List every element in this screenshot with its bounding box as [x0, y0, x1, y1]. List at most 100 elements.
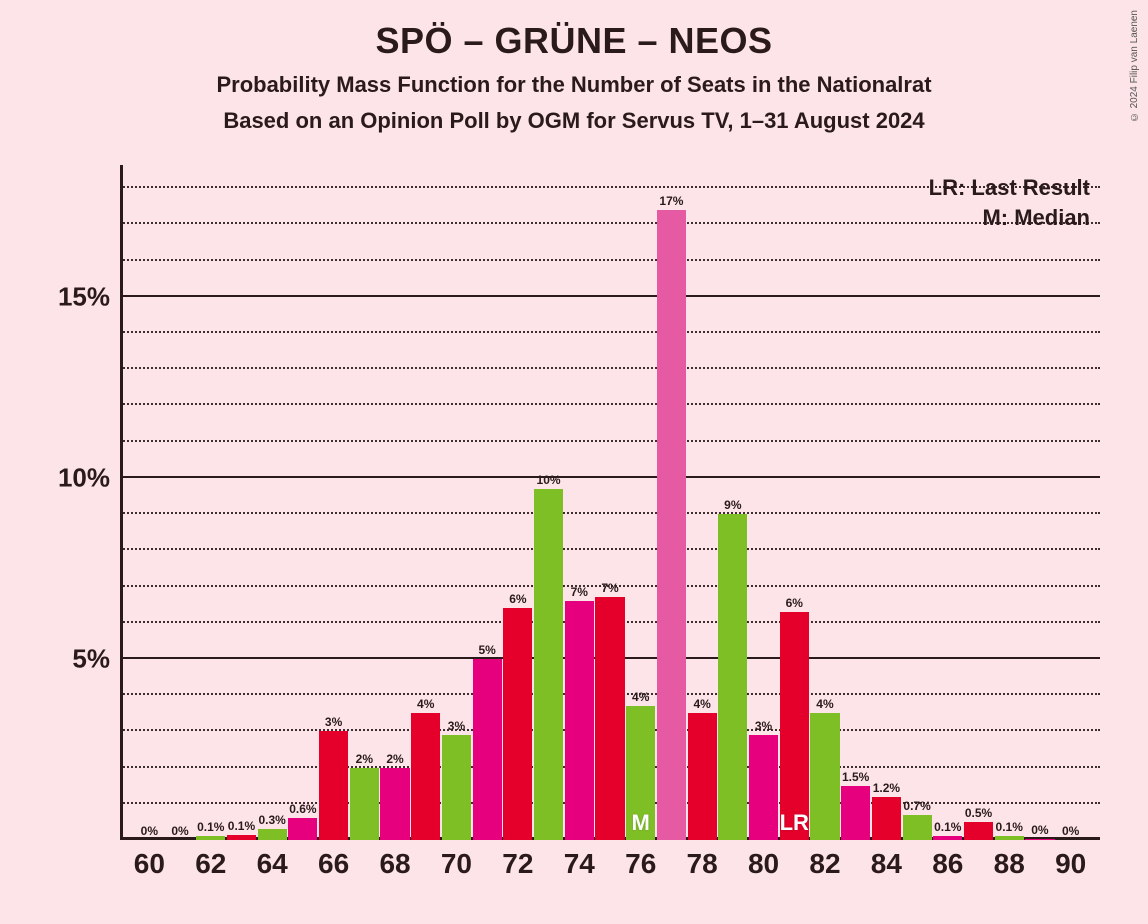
bar: 2%: [380, 768, 409, 840]
gridline-minor: [120, 367, 1100, 369]
gridline-major: [120, 295, 1100, 297]
bar: 1.5%: [841, 786, 870, 840]
bar: 0.3%: [258, 829, 287, 840]
bar-value-label: 7%: [601, 581, 618, 597]
bar: 0.6%: [288, 818, 317, 840]
bar-value-label: 0%: [171, 824, 188, 840]
legend-median: M: Median: [929, 205, 1090, 231]
gridline-minor: [120, 512, 1100, 514]
bar-value-label: 4%: [816, 697, 833, 713]
last-result-marker: LR: [780, 810, 809, 836]
x-axis-tick-label: 72: [502, 840, 533, 880]
bar: 0.1%: [227, 835, 256, 840]
x-axis-tick-label: 76: [625, 840, 656, 880]
bar-value-label: 0.3%: [258, 813, 285, 829]
bar: 0.5%: [964, 822, 993, 840]
bar: 0%: [1025, 839, 1054, 840]
bar-value-label: 0.5%: [965, 806, 992, 822]
bar-value-label: 0%: [1062, 824, 1079, 840]
bar-value-label: 5%: [478, 643, 495, 659]
bar: 3%: [442, 735, 471, 840]
bar-value-label: 1.5%: [842, 770, 869, 786]
bar-value-label: 10%: [537, 473, 561, 489]
x-axis-tick-label: 78: [687, 840, 718, 880]
x-axis-tick-label: 64: [257, 840, 288, 880]
x-axis-tick-label: 60: [134, 840, 165, 880]
gridline-minor: [120, 331, 1100, 333]
x-axis-tick-label: 62: [195, 840, 226, 880]
bar-value-label: 3%: [755, 719, 772, 735]
bar: 0.1%: [933, 836, 962, 840]
bar-value-label: 0%: [1031, 823, 1048, 839]
bar-value-label: 0.6%: [289, 802, 316, 818]
x-axis-tick-label: 90: [1055, 840, 1086, 880]
bar-value-label: 6%: [786, 596, 803, 612]
chart-subtitle-1: Probability Mass Function for the Number…: [0, 72, 1148, 98]
bar: 10%: [534, 489, 563, 840]
bar-value-label: 2%: [386, 752, 403, 768]
bar: 9%: [718, 514, 747, 840]
bar: 17%: [657, 210, 686, 840]
bar: 7%: [595, 597, 624, 840]
bar: 0.7%: [903, 815, 932, 840]
bar: 4%: [810, 713, 839, 840]
x-axis-tick-label: 70: [441, 840, 472, 880]
pmf-bar-chart: LR: Last Result M: Median 5%10%15%606264…: [120, 170, 1100, 840]
chart-title: SPÖ – GRÜNE – NEOS: [0, 20, 1148, 62]
gridline-minor: [120, 548, 1100, 550]
bar: 6%LR: [780, 612, 809, 840]
x-axis-tick-label: 84: [871, 840, 902, 880]
bar-value-label: 4%: [632, 690, 649, 706]
bar: 3%: [319, 731, 348, 840]
x-axis-tick-label: 68: [379, 840, 410, 880]
x-axis-tick-label: 66: [318, 840, 349, 880]
bar: 7%: [565, 601, 594, 840]
bar-value-label: 4%: [417, 697, 434, 713]
bar-value-label: 3%: [448, 719, 465, 735]
x-axis-tick-label: 88: [994, 840, 1025, 880]
y-axis-line: [120, 165, 123, 840]
bar-value-label: 7%: [571, 585, 588, 601]
copyright-text: © 2024 Filip van Laenen: [1129, 10, 1140, 122]
gridline-major: [120, 476, 1100, 478]
gridline-minor: [120, 186, 1100, 188]
bar: 6%: [503, 608, 532, 840]
y-axis-tick-label: 10%: [58, 462, 120, 493]
median-marker: M: [632, 810, 650, 836]
bar: 0.1%: [995, 836, 1024, 840]
bar: 0.1%: [196, 836, 225, 840]
x-axis-tick-label: 74: [564, 840, 595, 880]
bar-value-label: 0%: [141, 824, 158, 840]
bar: 5%: [473, 659, 502, 840]
bar-value-label: 0.1%: [934, 820, 961, 836]
x-axis-tick-label: 82: [809, 840, 840, 880]
y-axis-tick-label: 15%: [58, 281, 120, 312]
bar: 4%: [411, 713, 440, 840]
bar-value-label: 0.1%: [197, 820, 224, 836]
bar: 4%M: [626, 706, 655, 840]
bar-value-label: 17%: [659, 194, 683, 210]
bar: 2%: [350, 768, 379, 840]
bar-value-label: 9%: [724, 498, 741, 514]
legend: LR: Last Result M: Median: [929, 175, 1090, 235]
bar-value-label: 0.1%: [996, 820, 1023, 836]
bar-value-label: 1.2%: [873, 781, 900, 797]
bar: 3%: [749, 735, 778, 840]
bar-value-label: 4%: [693, 697, 710, 713]
x-axis-tick-label: 86: [932, 840, 963, 880]
gridline-minor: [120, 259, 1100, 261]
bar-value-label: 0.7%: [903, 799, 930, 815]
chart-subtitle-2: Based on an Opinion Poll by OGM for Serv…: [0, 108, 1148, 134]
bar: 4%: [688, 713, 717, 840]
y-axis-tick-label: 5%: [72, 643, 120, 674]
bar-value-label: 6%: [509, 592, 526, 608]
bar-value-label: 0.1%: [228, 819, 255, 835]
gridline-minor: [120, 403, 1100, 405]
title-block: SPÖ – GRÜNE – NEOS Probability Mass Func…: [0, 0, 1148, 134]
bar-value-label: 3%: [325, 715, 342, 731]
bar-value-label: 2%: [356, 752, 373, 768]
gridline-minor: [120, 222, 1100, 224]
x-axis-tick-label: 80: [748, 840, 779, 880]
gridline-minor: [120, 440, 1100, 442]
bar: 1.2%: [872, 797, 901, 840]
